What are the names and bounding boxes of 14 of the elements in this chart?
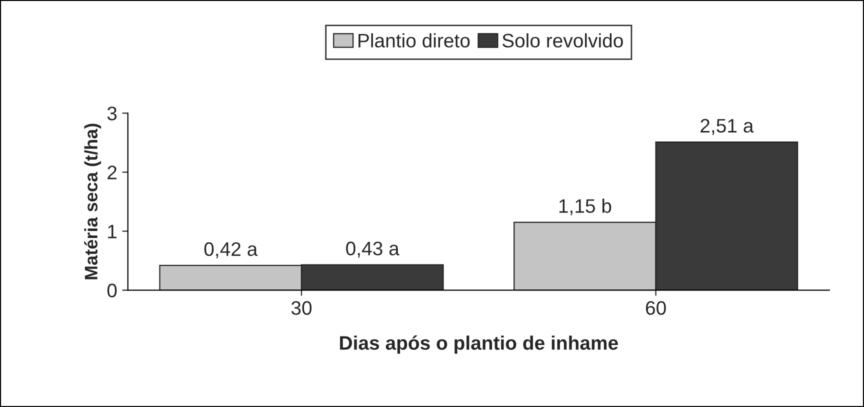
y-axis-title: Matéria seca (t/ha) bbox=[84, 124, 102, 280]
data-label: 0,42 a bbox=[204, 242, 258, 258]
x-axis-title: Dias após o plantio de inhame bbox=[340, 335, 618, 354]
y-tick-label: 3 bbox=[107, 106, 117, 120]
data-label: 1,15 b bbox=[559, 198, 612, 216]
legend-label: Solo revolvido bbox=[502, 33, 623, 48]
y-tick-label: 2 bbox=[108, 166, 116, 180]
x-tick-label: 30 bbox=[291, 301, 312, 315]
legend-label: Plantio direto bbox=[358, 33, 470, 48]
y-tick-label: 0 bbox=[107, 284, 117, 298]
data-label: 0,43 a bbox=[346, 242, 400, 258]
y-tick-label: 1 bbox=[108, 224, 117, 238]
data-label: 2,51 a bbox=[700, 118, 754, 135]
x-tick-label: 60 bbox=[646, 301, 666, 315]
